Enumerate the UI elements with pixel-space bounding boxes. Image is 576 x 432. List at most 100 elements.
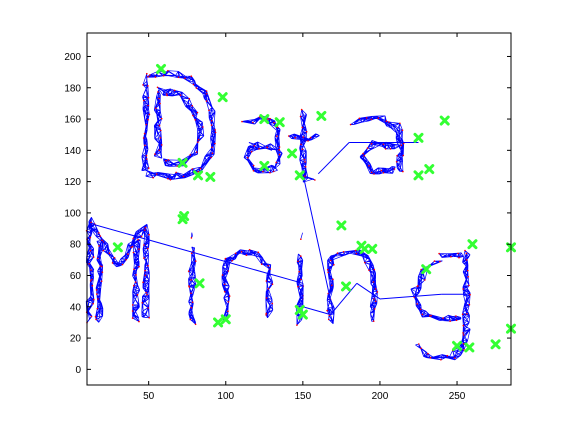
edge-mesh-stroke bbox=[86, 217, 149, 323]
graph-node bbox=[147, 248, 149, 250]
graph-node bbox=[133, 252, 135, 254]
y-tick-label: 60 bbox=[70, 271, 82, 282]
graph-node bbox=[467, 276, 469, 278]
graph-node bbox=[103, 250, 105, 252]
y-tick-label: 200 bbox=[64, 52, 81, 63]
graph-node bbox=[191, 75, 193, 77]
graph-node bbox=[167, 178, 169, 180]
graph-node bbox=[101, 280, 103, 282]
graph-node bbox=[332, 279, 334, 281]
graph-edge bbox=[380, 294, 442, 299]
y-tick-label: 120 bbox=[64, 177, 81, 188]
graph-node bbox=[143, 137, 145, 139]
graph-node bbox=[388, 121, 390, 123]
graph-node bbox=[368, 269, 370, 271]
graph-node bbox=[298, 271, 300, 273]
graph-node bbox=[375, 300, 377, 302]
x-tick-label: 100 bbox=[217, 391, 234, 402]
graph-node bbox=[261, 263, 263, 265]
graph-node bbox=[157, 87, 159, 89]
graph-node bbox=[420, 309, 422, 311]
graph-node bbox=[265, 314, 267, 316]
graph-node bbox=[125, 259, 127, 261]
graph-node bbox=[101, 266, 103, 268]
graph-node bbox=[206, 93, 208, 95]
graph-node bbox=[440, 359, 442, 361]
graph-node bbox=[251, 151, 253, 153]
graph-node bbox=[300, 116, 302, 118]
x-tick-label: 50 bbox=[143, 391, 155, 402]
graph-node bbox=[362, 153, 364, 155]
graph-node bbox=[375, 288, 377, 290]
graph-node bbox=[198, 171, 200, 173]
graph-node bbox=[246, 254, 248, 256]
graph-node bbox=[194, 119, 196, 121]
graph-node bbox=[462, 288, 464, 290]
graph-node bbox=[159, 125, 161, 127]
graph-node bbox=[122, 264, 124, 266]
graph-node bbox=[273, 171, 275, 173]
graph-node bbox=[141, 302, 143, 304]
highlighted-point-marker bbox=[296, 172, 303, 179]
graph-node bbox=[149, 114, 151, 116]
graph-node bbox=[390, 148, 392, 150]
graph-node bbox=[258, 252, 260, 254]
graph-node bbox=[373, 298, 375, 300]
graph-node bbox=[192, 168, 194, 170]
graph-node bbox=[206, 90, 208, 92]
graph-node bbox=[331, 285, 333, 287]
graph-node bbox=[148, 234, 150, 236]
graph-node bbox=[326, 310, 328, 312]
graph-node bbox=[137, 239, 139, 241]
graph-node bbox=[192, 301, 194, 303]
graph-node bbox=[420, 269, 422, 271]
graph-node bbox=[258, 148, 260, 150]
graph-node bbox=[469, 294, 471, 296]
graph-node bbox=[97, 308, 99, 310]
graph-node bbox=[457, 253, 459, 255]
graph-node bbox=[447, 355, 449, 357]
graph-node bbox=[184, 78, 186, 80]
graph-node bbox=[159, 103, 161, 105]
edge-mesh-stroke bbox=[154, 90, 162, 158]
graph-node bbox=[295, 137, 297, 139]
graph-node bbox=[101, 240, 103, 242]
highlighted-point-marker bbox=[114, 244, 121, 251]
highlighted-point-marker bbox=[469, 241, 476, 248]
graph-node bbox=[241, 121, 243, 123]
graph-node bbox=[373, 281, 375, 283]
graph-node bbox=[266, 146, 268, 148]
graph-node bbox=[214, 143, 216, 145]
graph-node bbox=[191, 237, 193, 239]
graph-node bbox=[300, 255, 302, 257]
graph-node bbox=[142, 84, 144, 86]
graph-node bbox=[424, 279, 426, 281]
graph-node bbox=[146, 155, 148, 157]
graph-node bbox=[350, 124, 352, 126]
graph-node bbox=[132, 238, 134, 240]
graph-node bbox=[198, 139, 200, 141]
graph-node bbox=[327, 269, 329, 271]
graph-node bbox=[137, 294, 139, 296]
graph-node bbox=[343, 251, 345, 253]
graph-node bbox=[374, 269, 376, 271]
graph-node bbox=[148, 167, 150, 169]
graph-node bbox=[99, 265, 101, 267]
graph-node bbox=[381, 170, 383, 172]
graph-node bbox=[170, 179, 172, 181]
graph-node bbox=[302, 127, 304, 129]
graph-node bbox=[337, 252, 339, 254]
graph-node bbox=[148, 317, 150, 319]
graph-node bbox=[206, 100, 208, 102]
highlighted-point-marker bbox=[215, 319, 222, 326]
graph-node bbox=[149, 74, 151, 76]
graph-node bbox=[269, 268, 271, 270]
graph-node bbox=[467, 270, 469, 272]
highlighted-point-marker bbox=[318, 112, 325, 119]
graph-node bbox=[418, 343, 420, 345]
x-tick-label: 250 bbox=[449, 391, 466, 402]
edge-mesh-stroke bbox=[142, 74, 150, 171]
graph-node bbox=[142, 282, 144, 284]
y-tick-label: 160 bbox=[64, 115, 81, 126]
graph-node bbox=[417, 286, 419, 288]
